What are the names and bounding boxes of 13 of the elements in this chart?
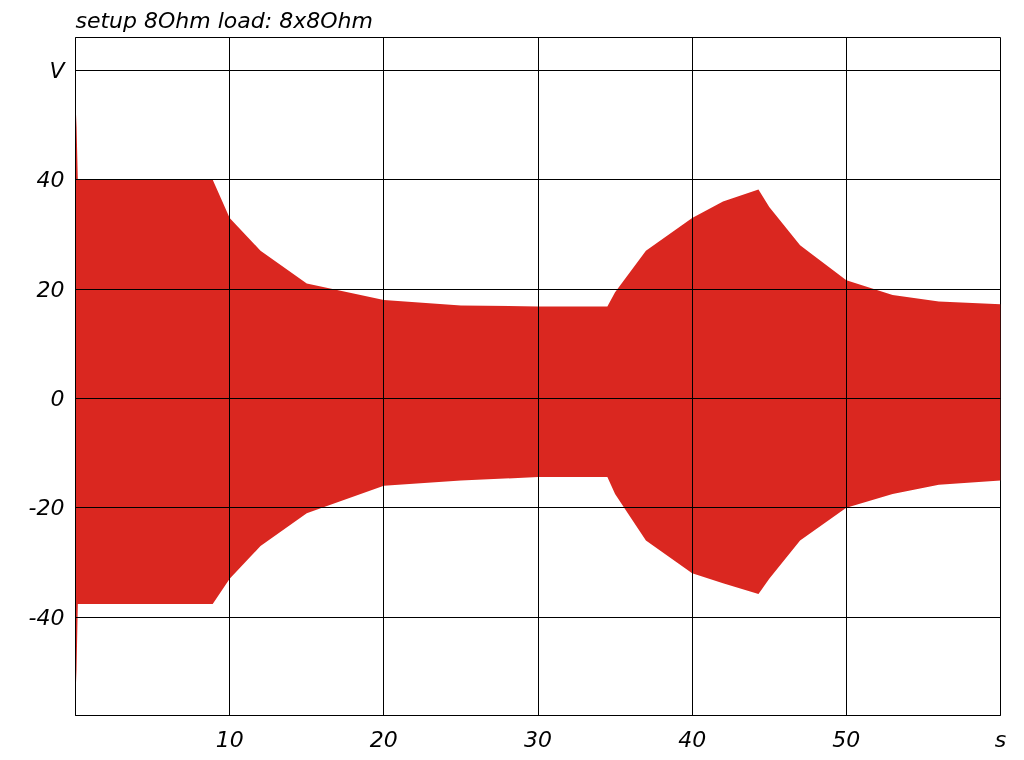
x-tick-label: 50: [832, 726, 861, 752]
y-tick-label: 0: [50, 385, 65, 411]
x-tick-label: 30: [524, 726, 552, 752]
y-tick-label: -40: [28, 604, 65, 630]
x-tick-label: 20: [369, 726, 398, 752]
y-tick-label: 20: [36, 276, 65, 302]
x-tick-label: 40: [678, 726, 707, 752]
x-tick-label: s: [994, 726, 1007, 752]
y-tick-label: V: [49, 57, 67, 83]
chart-title: setup 8Ohm load: 8x8Ohm: [75, 7, 373, 33]
x-tick-label: 10: [215, 726, 244, 752]
y-tick-label: -20: [28, 495, 65, 521]
y-tick-label: 40: [36, 167, 65, 193]
